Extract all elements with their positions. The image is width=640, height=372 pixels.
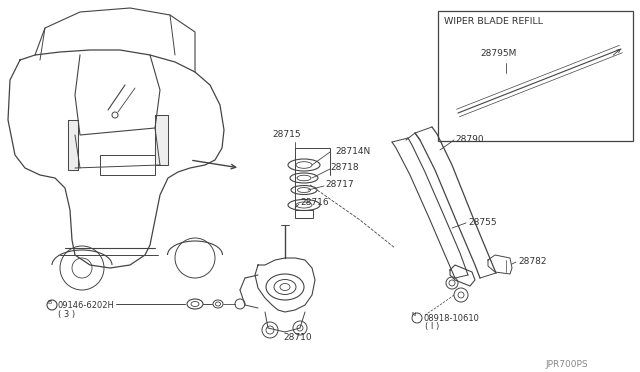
Text: 28714N: 28714N: [335, 147, 371, 156]
Text: 28790: 28790: [455, 135, 484, 144]
Text: 09146-6202H: 09146-6202H: [58, 301, 115, 310]
Text: B: B: [47, 299, 51, 305]
Text: 28716: 28716: [300, 198, 328, 207]
Text: JPR700PS: JPR700PS: [545, 360, 588, 369]
Text: 28718: 28718: [330, 163, 358, 172]
Text: 28710: 28710: [283, 333, 312, 342]
Text: 28782: 28782: [518, 257, 547, 266]
Polygon shape: [68, 120, 78, 170]
Bar: [295, 210, 313, 218]
Text: ( I ): ( I ): [425, 322, 439, 331]
Text: 28717: 28717: [325, 180, 354, 189]
Bar: [100, 155, 155, 175]
Text: N: N: [412, 312, 416, 317]
Text: ( 3 ): ( 3 ): [58, 310, 75, 319]
Text: 28715: 28715: [272, 130, 301, 139]
Text: 28795M: 28795M: [480, 49, 516, 58]
Text: 08918-10610: 08918-10610: [423, 314, 479, 323]
Bar: [438, 11, 633, 141]
Polygon shape: [155, 115, 168, 165]
Text: 28755: 28755: [468, 218, 497, 227]
Text: WIPER BLADE REFILL: WIPER BLADE REFILL: [444, 17, 543, 26]
